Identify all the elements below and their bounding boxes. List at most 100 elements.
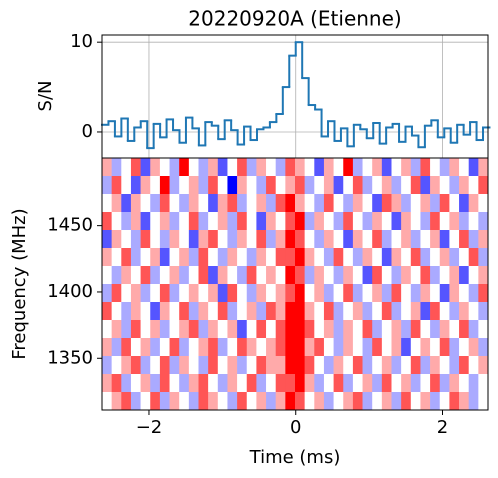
heatmap-cell	[140, 176, 151, 195]
heatmap-cell	[420, 374, 431, 393]
heatmap-cell	[169, 284, 180, 303]
heatmap-cell	[121, 212, 132, 231]
heatmap-cell	[304, 230, 315, 249]
heatmap-cell	[102, 284, 112, 303]
heatmap-cell	[169, 392, 180, 411]
heatmap-cell	[169, 194, 180, 213]
heatmap-cell	[130, 284, 141, 303]
heatmap-cell	[304, 320, 315, 339]
heatmap-cell	[208, 284, 219, 303]
heatmap-cell	[401, 374, 412, 393]
heatmap-cell	[314, 230, 325, 249]
heatmap-cell	[410, 356, 421, 375]
heatmap-cell	[401, 338, 412, 357]
heatmap-cell	[150, 302, 161, 321]
heatmap-cell	[362, 320, 373, 339]
heatmap-cell	[275, 320, 286, 339]
heatmap-cell	[420, 356, 431, 375]
heatmap-cell	[275, 284, 286, 303]
heatmap-cell	[323, 158, 334, 177]
heatmap-cell	[352, 320, 363, 339]
heatmap-cell	[439, 230, 450, 249]
heatmap-cell	[217, 320, 228, 339]
heatmap-cell	[256, 212, 267, 231]
heatmap-cell	[314, 356, 325, 375]
heatmap-cell	[246, 392, 257, 411]
heatmap-cell	[468, 176, 479, 195]
heatmap-cell	[266, 284, 276, 303]
heatmap-cell	[430, 158, 441, 177]
heatmap-cell	[410, 230, 421, 249]
heatmap-cell	[217, 284, 228, 303]
heatmap-cell	[420, 230, 431, 249]
heatmap-cell	[352, 212, 363, 231]
heatmap-cell	[188, 176, 199, 195]
heatmap-cell	[410, 320, 421, 339]
heatmap-cell	[401, 266, 412, 285]
heatmap-cell	[256, 356, 267, 375]
heatmap-cell	[352, 248, 363, 267]
y-axis-label: S/N	[35, 81, 56, 112]
heatmap-cell	[121, 320, 132, 339]
heatmap-cell	[159, 266, 170, 285]
heatmap-cell	[430, 176, 441, 195]
heatmap-cell	[130, 356, 141, 375]
heatmap-cell	[295, 338, 305, 357]
heatmap-cell	[121, 374, 132, 393]
heatmap-cell	[169, 176, 180, 195]
heatmap-cell	[102, 302, 112, 321]
heatmap-cell	[333, 284, 344, 303]
heatmap-cell	[256, 230, 267, 249]
heatmap-cell	[459, 338, 469, 357]
y-tick-label: 1400	[47, 281, 93, 302]
heatmap-cell	[102, 212, 112, 231]
heatmap-cell	[439, 158, 450, 177]
heatmap-cell	[179, 194, 190, 213]
heatmap-cell	[237, 302, 248, 321]
heatmap-cell	[381, 392, 392, 411]
heatmap-cell	[188, 284, 199, 303]
heatmap-cell	[208, 374, 219, 393]
heatmap-cell	[381, 302, 392, 321]
heatmap-cell	[198, 158, 209, 177]
heatmap-cell	[343, 356, 354, 375]
heatmap-cell	[275, 176, 286, 195]
heatmap-cell	[410, 338, 421, 357]
heatmap-cell	[439, 248, 450, 267]
heatmap-cell	[266, 374, 276, 393]
heatmap-cell	[401, 356, 412, 375]
heatmap-cell	[372, 392, 383, 411]
heatmap-cell	[285, 158, 296, 177]
heatmap-cell	[102, 356, 112, 375]
heatmap-cell	[314, 194, 325, 213]
heatmap-cell	[449, 338, 460, 357]
heatmap-cell	[111, 338, 122, 357]
heatmap-cell	[381, 230, 392, 249]
heatmap-cell	[121, 302, 132, 321]
heatmap-cell	[343, 230, 354, 249]
x-tick-label: 0	[290, 417, 301, 438]
heatmap-cell	[295, 266, 305, 285]
heatmap-cell	[217, 176, 228, 195]
heatmap-cell	[198, 284, 209, 303]
heatmap-cell	[459, 356, 469, 375]
heatmap-cell	[102, 248, 112, 267]
heatmap-cell	[362, 374, 373, 393]
heatmap-cell	[130, 374, 141, 393]
heatmap-cell	[150, 176, 161, 195]
heatmap-cell	[468, 320, 479, 339]
heatmap-cell	[208, 194, 219, 213]
heatmap-cell	[188, 302, 199, 321]
heatmap-cell	[266, 158, 276, 177]
heatmap-cell	[478, 212, 489, 231]
heatmap-cell	[459, 266, 469, 285]
heatmap-cell	[275, 212, 286, 231]
heatmap-cell	[401, 302, 412, 321]
heatmap-cell	[237, 320, 248, 339]
heatmap-cell	[439, 212, 450, 231]
heatmap-cell	[111, 230, 122, 249]
heatmap-cell	[208, 302, 219, 321]
heatmap-cell	[304, 356, 315, 375]
